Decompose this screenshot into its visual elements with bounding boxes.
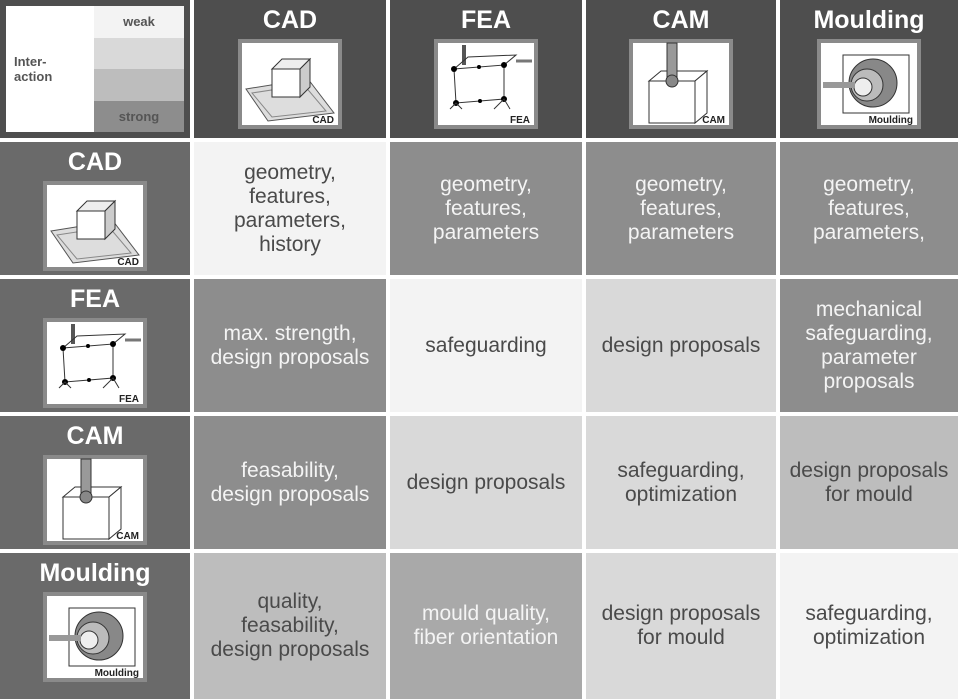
interaction-cell: geometry, features, parameters	[390, 142, 582, 275]
column-header: CAM CAM	[586, 0, 776, 138]
interaction-cell: geometry, features, parameters,	[780, 142, 958, 275]
interaction-cell: mechanical safeguarding, parameter propo…	[780, 279, 958, 412]
interaction-cell: feasability, design proposals	[194, 416, 386, 549]
module-icon: FEA	[434, 39, 538, 129]
column-title: Moulding	[813, 6, 925, 34]
interaction-cell: design proposals for mould	[780, 416, 958, 549]
module-icon: CAD	[238, 39, 342, 129]
column-title: FEA	[461, 6, 511, 34]
interaction-cell: design proposals for mould	[586, 553, 776, 699]
interaction-cell: mould quality, fiber orientation	[390, 553, 582, 699]
column-header: Moulding Moulding	[780, 0, 958, 138]
module-icon: Moulding	[43, 592, 147, 682]
module-icon: CAD	[43, 181, 147, 271]
cell-text: max. strength, design proposals	[210, 321, 370, 369]
module-icon: Moulding	[817, 39, 921, 129]
column-title: CAD	[262, 6, 318, 34]
cell-text: design proposals	[406, 470, 566, 494]
column-title: CAM	[652, 6, 710, 34]
row-header: Moulding Moulding	[0, 553, 190, 699]
cell-text: mechanical safeguarding, parameter propo…	[805, 297, 933, 393]
interaction-cell: geometry, features, parameters, history	[194, 142, 386, 275]
interaction-cell: design proposals	[586, 279, 776, 412]
icon-label: CAM	[702, 115, 725, 126]
icon-label: CAM	[116, 531, 139, 542]
icon-label: CAD	[312, 115, 334, 126]
row-header: CAM CAM	[0, 416, 190, 549]
icon-label: CAD	[117, 257, 139, 268]
interaction-cell: max. strength, design proposals	[194, 279, 386, 412]
module-icon: CAM	[43, 455, 147, 545]
module-icon: CAM	[629, 39, 733, 129]
row-title: Moulding	[39, 559, 151, 587]
icon-label: FEA	[119, 394, 139, 405]
cell-text: geometry, features, parameters	[432, 172, 540, 244]
legend-label-line: action	[14, 69, 53, 84]
cell-text: design proposals for mould	[789, 458, 949, 506]
row-header: CAD CAD	[0, 142, 190, 275]
cell-text: safeguarding, optimization	[617, 458, 745, 506]
interaction-cell: safeguarding	[390, 279, 582, 412]
legend-swatch: strong	[94, 100, 184, 132]
row-header: FEA FEA	[0, 279, 190, 412]
cell-text: design proposals for mould	[601, 602, 761, 649]
cell-text: geometry, features, parameters,	[812, 172, 926, 244]
legend-label-line: Inter-	[14, 54, 47, 69]
row-title: CAM	[66, 422, 124, 450]
cell-text: mould quality, fiber orientation	[413, 602, 559, 649]
icon-label: Moulding	[95, 668, 139, 679]
legend-swatch: weak	[94, 6, 184, 38]
cell-text: safeguarding	[425, 333, 547, 357]
cell-text: geometry, features, parameters, history	[233, 160, 347, 256]
column-header: FEA FEA	[390, 0, 582, 138]
cell-text: design proposals	[601, 333, 761, 357]
interaction-cell: safeguarding, optimization	[780, 553, 958, 699]
column-header: CAD CAD	[194, 0, 386, 138]
interaction-cell: quality, feasability, design proposals	[194, 553, 386, 699]
icon-label: FEA	[510, 115, 530, 126]
legend-box: Inter-action weak strong	[6, 6, 184, 132]
cell-text: geometry, features, parameters	[627, 172, 735, 244]
legend-label: Inter-action	[6, 6, 94, 132]
icon-label: Moulding	[869, 115, 913, 126]
module-icon: FEA	[43, 318, 147, 408]
cell-text: safeguarding, optimization	[805, 602, 933, 649]
interaction-cell: design proposals	[390, 416, 582, 549]
legend-scale: weak strong	[94, 6, 184, 132]
cell-text: feasability, design proposals	[210, 458, 370, 506]
legend-swatch	[94, 69, 184, 101]
row-title: CAD	[67, 148, 123, 176]
legend: Inter-action weak strong	[0, 0, 190, 138]
row-title: FEA	[70, 285, 120, 313]
cell-text: quality, feasability, design proposals	[210, 590, 370, 661]
legend-swatch	[94, 37, 184, 69]
interaction-cell: safeguarding, optimization	[586, 416, 776, 549]
interaction-cell: geometry, features, parameters	[586, 142, 776, 275]
